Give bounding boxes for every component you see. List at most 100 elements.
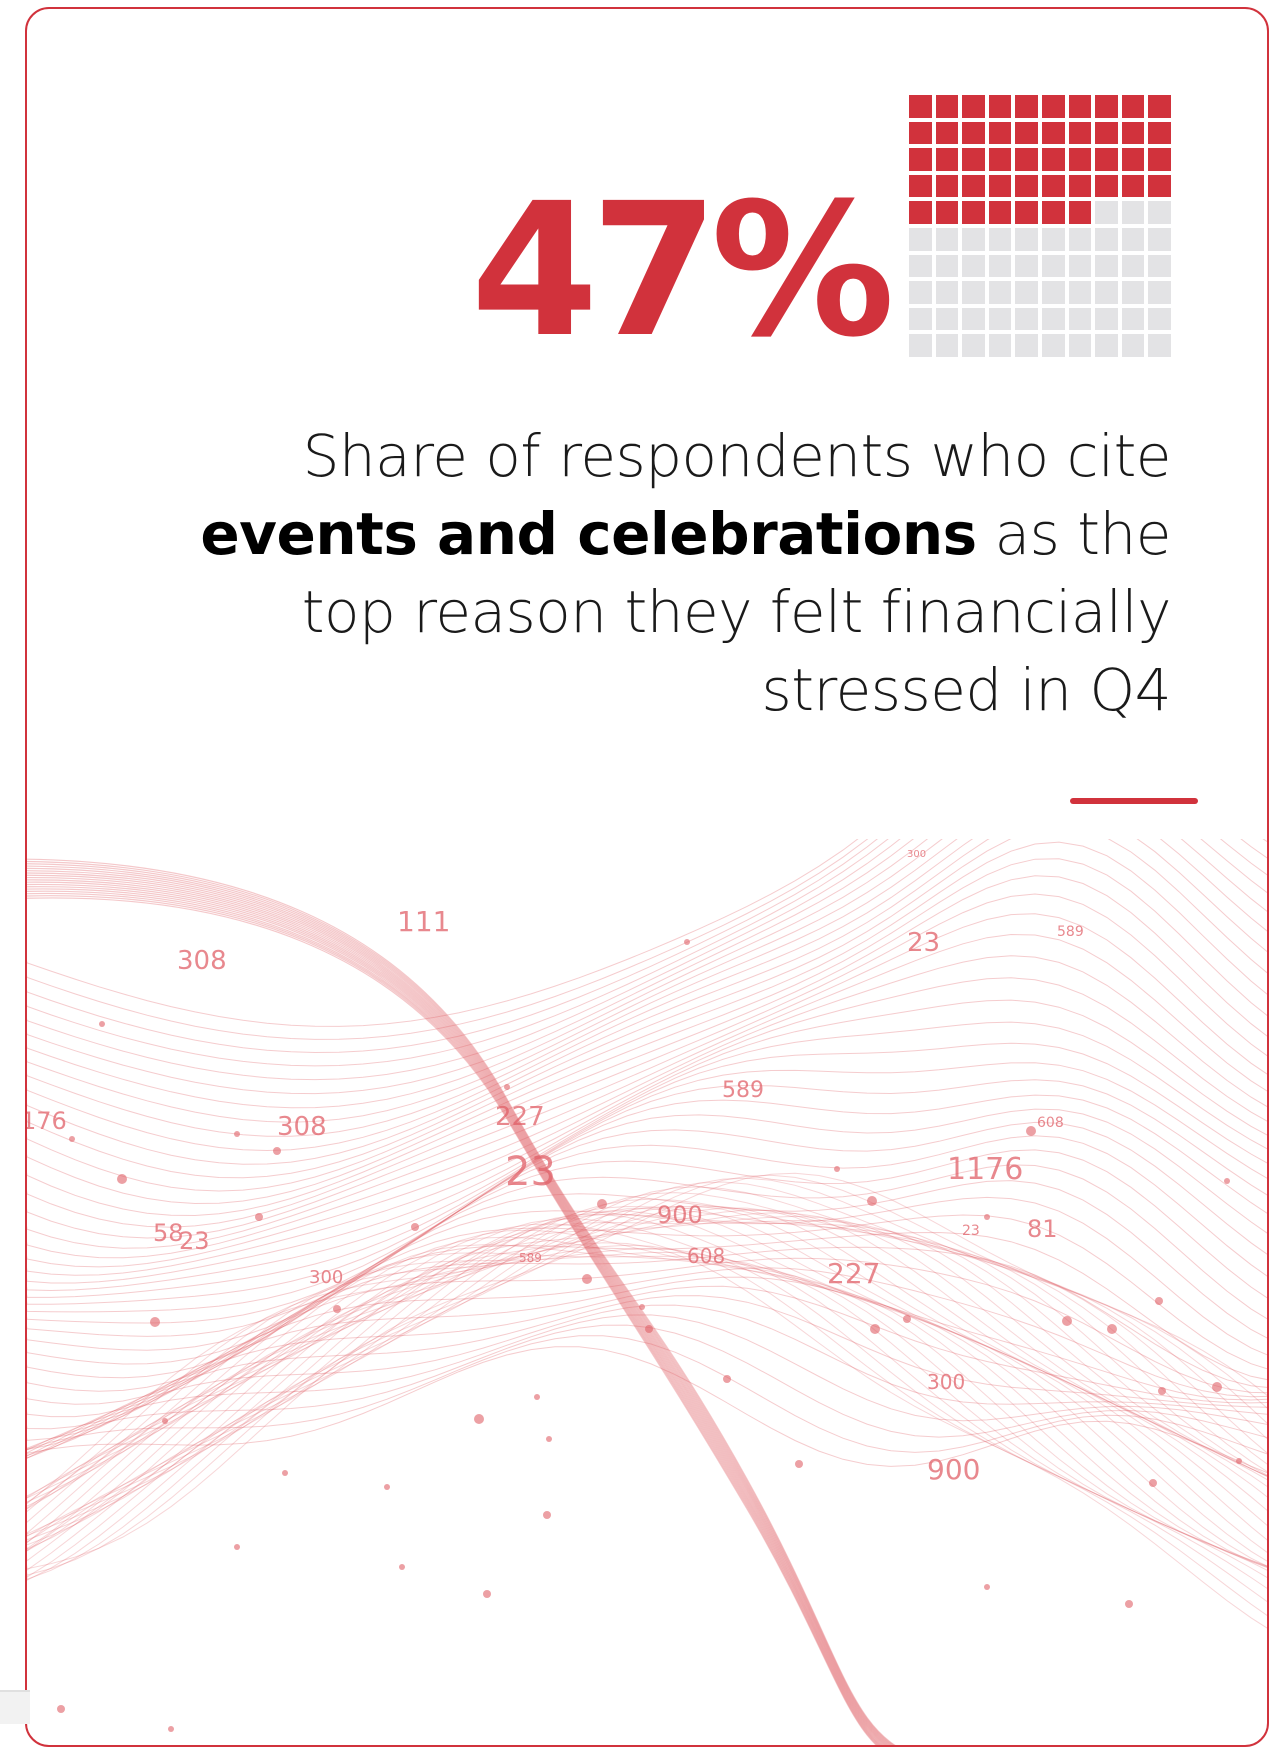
- wave-line: [27, 1209, 1267, 1541]
- waffle-cell: [962, 95, 985, 118]
- waffle-cell: [1042, 121, 1065, 145]
- wave-line: [27, 1121, 1267, 1337]
- caption-line-2: events and celebrations as the: [171, 495, 1171, 573]
- wave-line: [27, 839, 1267, 1179]
- waffle-cell: [1042, 334, 1065, 357]
- waffle-cell: [988, 307, 1012, 331]
- wave-dot: [234, 1544, 240, 1550]
- wave-line: [27, 860, 895, 1745]
- waffle-cell: [1121, 334, 1145, 357]
- waffle-cell: [1068, 281, 1092, 304]
- waffle-cell: [1068, 121, 1092, 145]
- wave-line: [27, 874, 888, 1745]
- background-number: 300: [907, 849, 926, 860]
- waffle-cell: [909, 228, 932, 251]
- wave-line: [27, 839, 869, 1040]
- waffle-cell: [935, 228, 959, 251]
- waffle-cell: [1148, 95, 1171, 118]
- wave-line: [27, 1186, 1267, 1578]
- wave-line: [27, 1324, 1267, 1449]
- waffle-cell: [1068, 254, 1092, 278]
- waffle-cell: [909, 201, 932, 224]
- waffle-cell: [1042, 228, 1065, 251]
- waffle-cell: [1015, 254, 1038, 278]
- waffle-cell: [1095, 174, 1118, 198]
- wave-line: [27, 1062, 1267, 1298]
- waffle-cell: [962, 307, 985, 331]
- wave-line: [27, 1172, 1267, 1570]
- waffle-cell: [1068, 95, 1092, 118]
- waffle-cell: [935, 334, 959, 357]
- waffle-cell: [935, 174, 959, 198]
- wave-line: [27, 839, 889, 1067]
- waffle-cell: [962, 281, 985, 304]
- waffle-cell: [988, 174, 1012, 198]
- background-number: 308: [277, 1112, 327, 1142]
- wave-dot: [1062, 1316, 1072, 1326]
- wave-line: [27, 839, 878, 1054]
- waffle-cell: [1068, 148, 1092, 171]
- wave-dot: [543, 1511, 551, 1519]
- wave-dot: [639, 1304, 645, 1310]
- wave-line: [27, 1174, 1267, 1576]
- caption-highlight: events and celebrations: [200, 500, 977, 568]
- waffle-cell: [1068, 174, 1092, 198]
- waffle-cell: [1068, 228, 1092, 251]
- wave-line: [27, 865, 893, 1745]
- wave-dot: [168, 1726, 174, 1732]
- waffle-cell: [988, 121, 1012, 145]
- wave-line: [27, 1213, 1267, 1567]
- waffle-cell: [962, 148, 985, 171]
- wave-line: [27, 1242, 1267, 1629]
- background-number: 227: [827, 1257, 880, 1290]
- wave-dot: [1149, 1479, 1157, 1487]
- waffle-cell: [909, 95, 932, 118]
- waffle-cell: [1042, 174, 1065, 198]
- wave-line: [27, 1267, 1267, 1456]
- wave-line: [27, 1314, 1267, 1451]
- background-number: 176: [27, 1107, 67, 1135]
- waffle-cell: [1095, 281, 1118, 304]
- waffle-cell: [935, 95, 959, 118]
- wave-line: [27, 1295, 1267, 1457]
- caption-line-3: top reason they felt financially: [301, 578, 1172, 646]
- wave-dot: [795, 1460, 803, 1468]
- waffle-cell: [962, 121, 985, 145]
- background-number: 608: [1037, 1115, 1064, 1131]
- waffle-cell: [1121, 121, 1145, 145]
- waffle-cell: [909, 334, 932, 357]
- wave-line: [27, 1346, 1267, 1474]
- wave-dot: [534, 1394, 540, 1400]
- wave-line: [27, 839, 1267, 1137]
- wave-line: [27, 1244, 1267, 1616]
- background-number: 58: [153, 1219, 184, 1247]
- wave-line: [27, 858, 1267, 1205]
- waffle-cell: [909, 148, 932, 171]
- waffle-cell: [1095, 254, 1118, 278]
- waffle-cell: [909, 254, 932, 278]
- wave-line: [27, 841, 1267, 1192]
- wave-dot: [834, 1166, 840, 1172]
- waffle-cell: [1095, 334, 1118, 357]
- wave-line: [27, 892, 879, 1745]
- wave-dot: [1125, 1600, 1133, 1608]
- waffle-cell: [988, 228, 1012, 251]
- wave-line: [27, 1276, 1267, 1459]
- wave-line: [27, 1207, 1267, 1546]
- waffle-cell: [962, 201, 985, 224]
- waffle-cell: [1015, 174, 1038, 198]
- wave-line: [27, 1223, 1267, 1568]
- wave-line: [27, 1215, 1267, 1535]
- wave-dot: [483, 1590, 491, 1598]
- wave-line: [27, 1244, 1267, 1571]
- waffle-cell: [1121, 254, 1145, 278]
- wave-line: [27, 893, 1267, 1228]
- wave-dot: [546, 1436, 552, 1442]
- wave-dot: [57, 1705, 65, 1713]
- wave-dot: [504, 1084, 510, 1090]
- waffle-cell: [962, 334, 985, 357]
- wave-line: [27, 870, 890, 1745]
- wave-dot: [984, 1584, 990, 1590]
- wave-line: [27, 1285, 1267, 1459]
- wave-line: [27, 1205, 1267, 1552]
